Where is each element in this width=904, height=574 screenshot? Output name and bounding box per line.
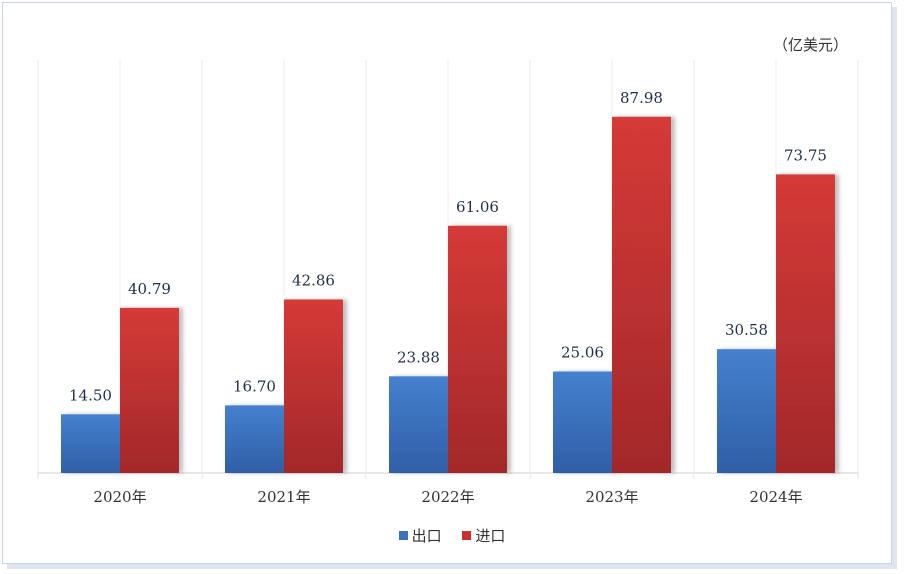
- legend: 出口 进口: [0, 525, 904, 546]
- data-label-import-1: 40.79: [128, 280, 171, 298]
- bar-import-5: [776, 174, 835, 473]
- bar-export-2: [225, 405, 284, 473]
- data-label-import-4: 87.98: [620, 89, 663, 107]
- bar-import-2: [284, 299, 343, 473]
- bar-export-5: [717, 349, 776, 473]
- legend-item-export: 出口: [398, 525, 442, 546]
- data-label-export-2: 16.70: [233, 377, 276, 395]
- x-tick-label: 2021年: [257, 488, 310, 506]
- x-tick-label: 2023年: [585, 488, 638, 506]
- legend-swatch-import: [462, 531, 472, 540]
- data-label-import-3: 61.06: [456, 198, 499, 216]
- data-label-import-5: 73.75: [784, 146, 827, 164]
- x-tick-labels-group: 2020年 2021年 2022年 2023年 2024年: [93, 488, 802, 506]
- bars-group: [61, 116, 835, 473]
- data-label-export-5: 30.58: [725, 321, 768, 339]
- legend-label-import: 进口: [475, 527, 506, 545]
- unit-label: （亿美元）: [772, 36, 848, 54]
- x-tick-label: 2024年: [749, 488, 802, 506]
- data-labels-group: 14.50 40.79 16.70 42.86 23.88 61.06 25.06 87.98…: [69, 89, 827, 405]
- data-label-export-4: 25.06: [561, 344, 604, 362]
- legend-label-export: 出口: [411, 527, 442, 545]
- bar-export-4: [553, 371, 612, 473]
- legend-swatch-export: [398, 531, 408, 540]
- data-label-export-1: 14.50: [69, 386, 112, 404]
- bar-import-1: [120, 307, 179, 473]
- bar-import-4: [612, 116, 671, 473]
- data-label-export-3: 23.88: [397, 348, 440, 366]
- x-tick-label: 2020年: [93, 488, 146, 506]
- legend-item-import: 进口: [462, 525, 505, 546]
- bar-export-3: [389, 376, 448, 473]
- bar-import-3: [448, 225, 507, 473]
- data-label-import-2: 42.86: [292, 271, 335, 289]
- bar-export-1: [61, 414, 120, 473]
- x-tick-label: 2022年: [421, 488, 474, 506]
